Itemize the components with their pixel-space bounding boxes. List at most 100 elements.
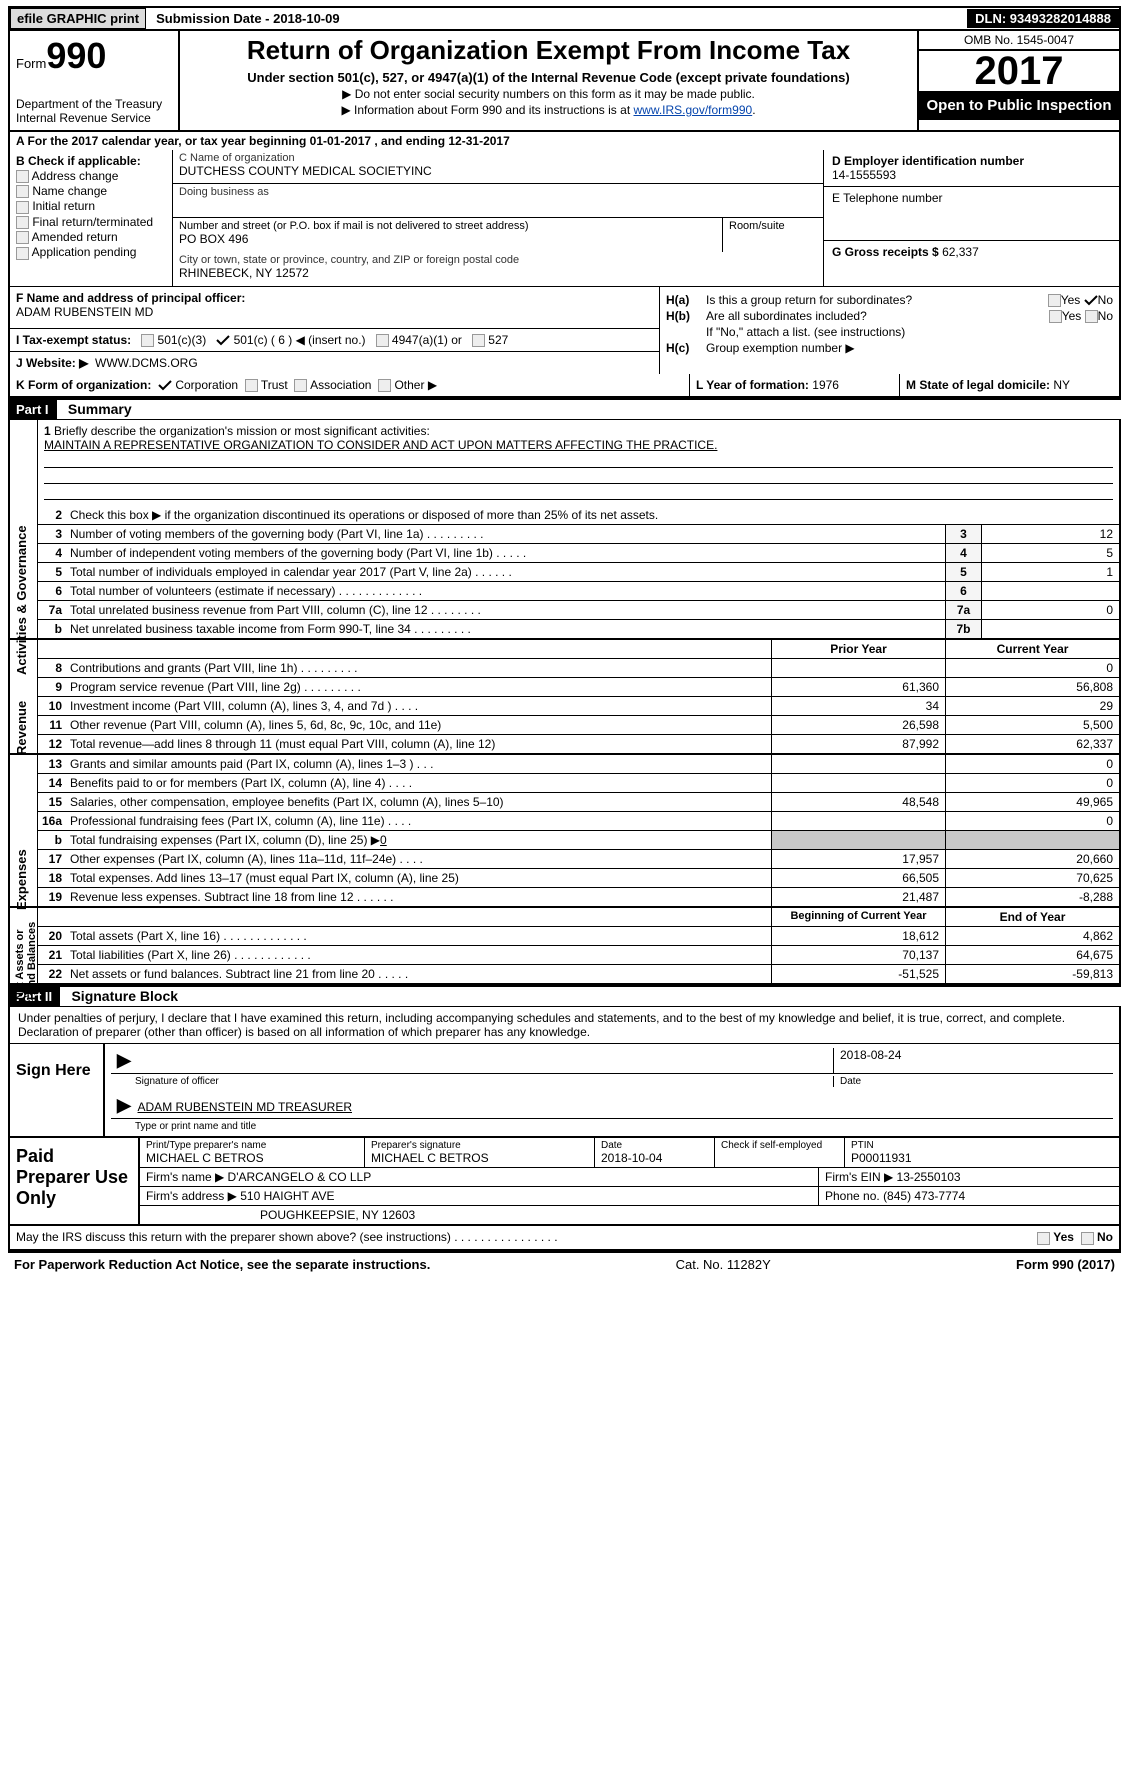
b-label: B Check if applicable:	[16, 154, 166, 168]
phone-label: E Telephone number	[832, 191, 1111, 205]
527-checkbox[interactable]	[472, 334, 485, 347]
revenue-block: Revenue Prior YearCurrent Year 8Contribu…	[8, 640, 1121, 755]
side-revenue: Revenue	[14, 645, 29, 755]
gross-receipts-label: G Gross receipts $	[832, 245, 939, 259]
hb-yes-checkbox[interactable]	[1049, 310, 1062, 323]
app-pending-checkbox[interactable]	[16, 247, 29, 260]
dba-label: Doing business as	[179, 186, 817, 198]
section-c: C Name of organization DUTCHESS COUNTY M…	[172, 150, 823, 286]
discuss-row: May the IRS discuss this return with the…	[8, 1226, 1121, 1250]
ein-label: D Employer identification number	[832, 154, 1111, 168]
side-expenses: Expenses	[14, 760, 29, 910]
amended-return-checkbox[interactable]	[16, 231, 29, 244]
arrow-icon: ▶	[117, 1095, 131, 1115]
perjury-text: Under penalties of perjury, I declare th…	[10, 1007, 1119, 1044]
name-change-checkbox[interactable]	[16, 185, 29, 198]
omb-number: OMB No. 1545-0047	[919, 31, 1119, 51]
org-name: DUTCHESS COUNTY MEDICAL SOCIETYINC	[179, 164, 817, 178]
form-subtitle: Under section 501(c), 527, or 4947(a)(1)…	[190, 70, 907, 85]
website-value: WWW.DCMS.ORG	[95, 356, 198, 370]
firm-phone: (845) 473-7774	[883, 1189, 965, 1203]
block-fh: F Name and address of principal officer:…	[8, 287, 1121, 374]
street-label: Number and street (or P.O. box if mail i…	[179, 220, 716, 232]
info-prefix: ▶ Information about Form 990 and its ins…	[341, 103, 633, 117]
preparer-name: MICHAEL C BETROS	[146, 1151, 358, 1165]
preparer-signature: MICHAEL C BETROS	[371, 1151, 588, 1165]
street-value: PO BOX 496	[179, 232, 716, 246]
page-footer: For Paperwork Reduction Act Notice, see …	[8, 1251, 1121, 1276]
section-b: B Check if applicable: Address change Na…	[10, 150, 172, 286]
section-a: A For the 2017 calendar year, or tax yea…	[8, 132, 1121, 150]
side-net-assets: Net Assets or Fund Balances	[14, 910, 38, 1000]
efile-print-button[interactable]: efile GRAPHIC print	[10, 8, 146, 29]
gross-receipts-value: 62,337	[942, 245, 979, 259]
officer-name: ADAM RUBENSTEIN MD	[16, 305, 153, 319]
discuss-no-checkbox[interactable]	[1081, 1232, 1094, 1245]
part2-bar: Part II Signature Block	[8, 985, 1121, 1007]
part1-bar: Part I Summary	[8, 398, 1121, 420]
form-word: Form	[16, 56, 46, 71]
top-bar: efile GRAPHIC print Submission Date - 20…	[8, 6, 1121, 31]
year-formation: 1976	[812, 378, 839, 392]
hb-no-checkbox[interactable]	[1085, 310, 1098, 323]
submission-date: Submission Date - 2018-10-09	[146, 9, 350, 28]
section-h: H(a) Is this a group return for subordin…	[660, 287, 1119, 374]
officer-name-title: ADAM RUBENSTEIN MD TREASURER	[138, 1100, 352, 1114]
preparer-date: 2018-10-04	[601, 1151, 708, 1165]
signature-block: Under penalties of perjury, I declare th…	[8, 1007, 1121, 1138]
501c3-checkbox[interactable]	[141, 334, 154, 347]
line5-value: 1	[981, 563, 1119, 581]
trust-checkbox[interactable]	[245, 379, 258, 392]
form-title: Return of Organization Exempt From Incom…	[190, 35, 907, 66]
state-domicile: NY	[1053, 378, 1070, 392]
assoc-checkbox[interactable]	[294, 379, 307, 392]
firm-name: D'ARCANGELO & CO LLP	[228, 1170, 372, 1184]
ein-value: 14-1555593	[832, 168, 1111, 182]
501c-checked-icon	[216, 335, 230, 346]
firm-address2: POUGHKEEPSIE, NY 12603	[140, 1206, 1119, 1224]
discuss-yes-checkbox[interactable]	[1037, 1232, 1050, 1245]
expenses-block: Expenses 13Grants and similar amounts pa…	[8, 755, 1121, 908]
ssn-warning: ▶ Do not enter social security numbers o…	[190, 87, 907, 101]
section-i: I Tax-exempt status: 501(c)(3) 501(c) ( …	[10, 329, 659, 352]
dept-irs: Internal Revenue Service	[16, 111, 172, 125]
ha-yes-checkbox[interactable]	[1048, 294, 1061, 307]
section-f: F Name and address of principal officer:…	[10, 287, 659, 329]
ha-no-checked-icon	[1084, 295, 1098, 306]
row-klm: K Form of organization: Corporation Trus…	[8, 374, 1121, 398]
firm-ein: 13-2550103	[897, 1170, 961, 1184]
section-j: J Website: ▶ WWW.DCMS.ORG	[10, 352, 659, 374]
net-assets-block: Net Assets or Fund Balances Beginning of…	[8, 908, 1121, 985]
corp-checked-icon	[158, 380, 172, 391]
org-name-label: C Name of organization	[179, 152, 817, 164]
final-return-checkbox[interactable]	[16, 216, 29, 229]
initial-return-checkbox[interactable]	[16, 201, 29, 214]
activities-governance-block: Activities & Governance 1 Briefly descri…	[8, 420, 1121, 640]
section-deg: D Employer identification number 14-1555…	[823, 150, 1119, 286]
line6-value	[981, 582, 1119, 600]
sign-here-label: Sign Here	[10, 1044, 105, 1136]
room-label: Room/suite	[729, 220, 817, 232]
line3-value: 12	[981, 525, 1119, 543]
4947-checkbox[interactable]	[376, 334, 389, 347]
sig-date: 2018-08-24	[833, 1048, 1113, 1073]
firm-address1: 510 HAIGHT AVE	[240, 1189, 334, 1203]
irs-link[interactable]: www.IRS.gov/form990	[633, 103, 752, 117]
form-header: Form990 Department of the Treasury Inter…	[8, 31, 1121, 132]
line7b-value	[981, 620, 1119, 638]
city-value: RHINEBECK, NY 12572	[179, 266, 817, 280]
dln-label: DLN: 93493282014888	[967, 9, 1119, 28]
dept-treasury: Department of the Treasury	[16, 97, 172, 111]
line7a-value: 0	[981, 601, 1119, 619]
open-to-public: Open to Public Inspection	[919, 91, 1119, 120]
other-checkbox[interactable]	[378, 379, 391, 392]
ptin-value: P00011931	[851, 1151, 1113, 1165]
mission-text: MAINTAIN A REPRESENTATIVE ORGANIZATION T…	[44, 438, 717, 452]
side-activities: Activities & Governance	[14, 425, 29, 675]
city-label: City or town, state or province, country…	[179, 254, 817, 266]
form-number: 990	[46, 35, 106, 76]
paid-preparer-block: Paid Preparer Use Only Print/Type prepar…	[8, 1138, 1121, 1226]
addr-change-checkbox[interactable]	[16, 170, 29, 183]
h-note: If "No," attach a list. (see instruction…	[666, 325, 1113, 339]
block-bcd: B Check if applicable: Address change Na…	[8, 150, 1121, 287]
